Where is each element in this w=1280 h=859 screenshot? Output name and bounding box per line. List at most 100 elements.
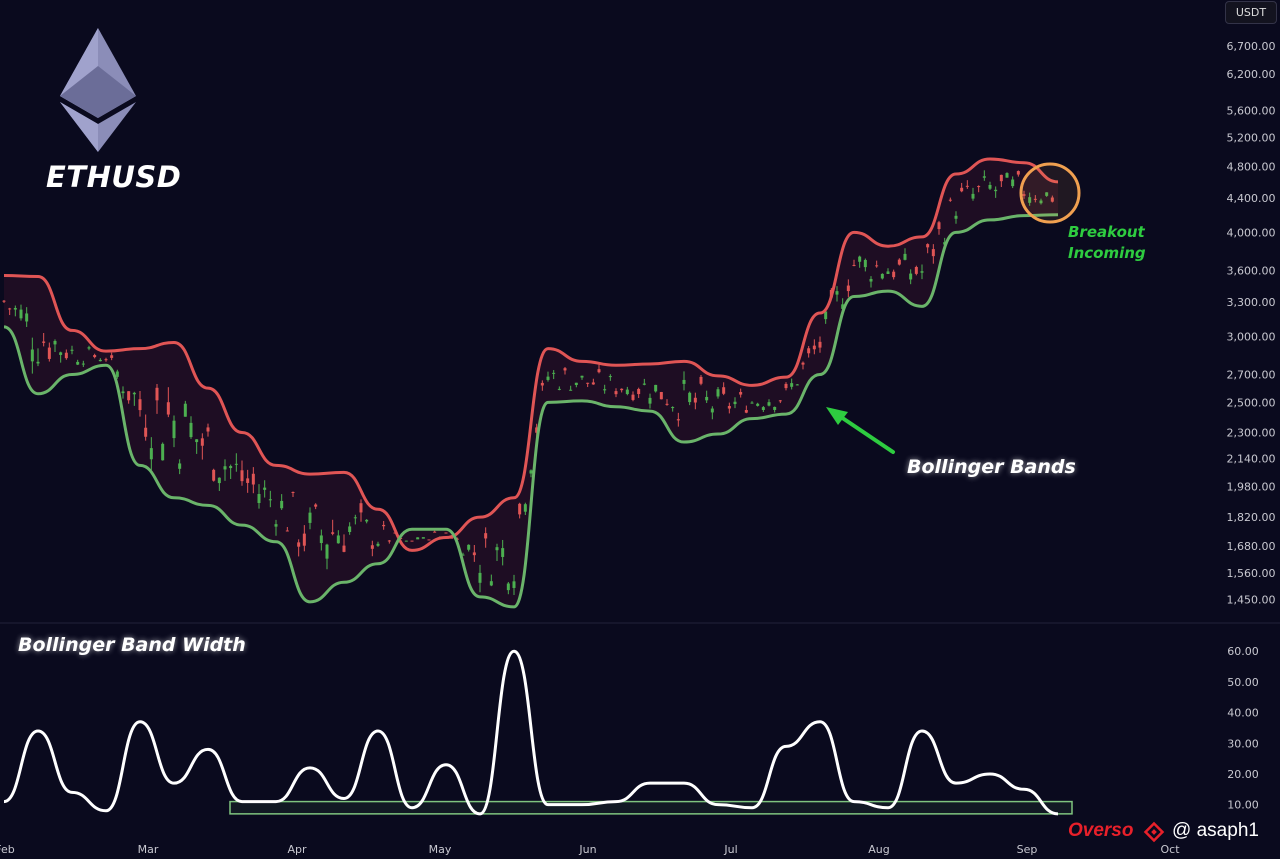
- price-tick-label: 3,600.00: [1227, 264, 1276, 277]
- candle-body: [790, 383, 794, 387]
- candle-body: [773, 406, 777, 410]
- arrow-icon: [826, 407, 895, 454]
- candle-body: [659, 392, 663, 400]
- candle-body: [926, 244, 930, 248]
- candle-body: [172, 420, 176, 439]
- candle-body: [42, 341, 46, 343]
- candle-body: [195, 439, 199, 443]
- binance-logo-icon: [1143, 821, 1165, 843]
- candle-body: [1050, 197, 1054, 202]
- candle-body: [1039, 200, 1043, 204]
- candle-body: [302, 533, 306, 546]
- candle-body: [620, 388, 624, 391]
- bbw-axis: 10.00 20.00 30.00 40.00 50.00 60.00: [1227, 645, 1259, 811]
- month-tick-label: Oct: [1160, 843, 1180, 856]
- candle-body: [727, 405, 731, 409]
- candle-body: [161, 443, 165, 461]
- candle-body: [597, 369, 601, 373]
- candle-body: [880, 273, 884, 279]
- price-tick-label: 4,800.00: [1227, 160, 1276, 173]
- breakout-label: Breakout Incoming: [1068, 222, 1146, 264]
- candle-body: [2, 300, 6, 302]
- bbw-tick-label: 50.00: [1227, 676, 1259, 689]
- candle-body: [365, 519, 369, 522]
- price-tick-label: 2,140.00: [1227, 453, 1276, 466]
- candle-body: [716, 389, 720, 397]
- candle-body: [336, 535, 340, 544]
- candle-body: [87, 347, 91, 349]
- candle-body: [285, 530, 289, 532]
- candle-body: [166, 402, 170, 415]
- candle-body: [280, 500, 284, 509]
- candle-body: [217, 477, 221, 484]
- candle-body: [920, 271, 924, 273]
- candle-body: [722, 387, 726, 394]
- candle-body: [189, 422, 193, 438]
- breakout-circle: [1019, 162, 1081, 224]
- candle-body: [410, 540, 414, 542]
- candle-body: [325, 544, 329, 559]
- candle-body: [835, 291, 839, 295]
- price-panel: [2, 157, 1059, 609]
- candle-body: [421, 537, 425, 539]
- candle-body: [886, 271, 890, 274]
- candle-body: [682, 379, 686, 384]
- candle-body: [705, 396, 709, 401]
- currency-button[interactable]: USDT: [1225, 1, 1277, 24]
- candle-body: [688, 392, 692, 403]
- candle-body: [540, 382, 544, 386]
- price-tick-label: 6,700.00: [1227, 40, 1276, 53]
- candle-body: [461, 554, 465, 556]
- candle-body: [557, 388, 561, 390]
- candle-body: [98, 359, 102, 362]
- candle-body: [1045, 192, 1049, 196]
- month-tick-label: Feb: [0, 843, 15, 856]
- price-tick-label: 1,450.00: [1227, 593, 1276, 606]
- watermark: Overso @ asaph1: [1068, 820, 1259, 842]
- candle-body: [13, 307, 17, 310]
- candle-body: [183, 403, 187, 417]
- candle-body: [19, 309, 23, 319]
- candle-body: [637, 388, 641, 395]
- watermark-user: @ asaph1: [1172, 820, 1259, 841]
- candle-body: [858, 256, 862, 262]
- candle-body: [569, 389, 573, 391]
- breakout-line-1: Breakout: [1068, 223, 1145, 241]
- candle-body: [897, 259, 901, 265]
- candle-body: [603, 389, 607, 391]
- candle-body: [523, 504, 527, 512]
- price-tick-label: 3,000.00: [1227, 330, 1276, 343]
- candle-body: [546, 376, 550, 380]
- candle-body: [875, 265, 879, 267]
- candle-body: [580, 375, 584, 378]
- candle-body: [841, 304, 845, 309]
- candle-body: [733, 401, 737, 405]
- candle-body: [824, 311, 828, 320]
- candle-body: [59, 352, 63, 355]
- candle-body: [314, 504, 318, 507]
- candle-body: [869, 278, 873, 282]
- candle-body: [1016, 171, 1020, 175]
- candle-body: [223, 466, 227, 470]
- month-tick-label: Sep: [1017, 843, 1038, 856]
- breakout-line-2: Incoming: [1068, 244, 1146, 262]
- month-tick-label: Mar: [138, 843, 159, 856]
- band-fill: [4, 158, 1058, 607]
- candle-body: [353, 517, 357, 519]
- candle-body: [115, 371, 119, 377]
- candle-body: [8, 308, 12, 310]
- price-axis: 1,450.00 1,560.00 1,680.00 1,820.00 1,980.00…: [1227, 40, 1276, 606]
- candle-body: [291, 491, 295, 493]
- candle-body: [586, 382, 590, 384]
- candle-body: [756, 403, 760, 406]
- candle-body: [977, 186, 981, 188]
- candle-body: [178, 463, 182, 469]
- candle-body: [30, 349, 34, 362]
- candle-body: [484, 533, 488, 539]
- candle-body: [563, 368, 567, 371]
- price-tick-label: 4,400.00: [1227, 192, 1276, 205]
- candle-body: [104, 359, 108, 361]
- candle-body: [767, 402, 771, 406]
- price-tick-label: 5,200.00: [1227, 131, 1276, 144]
